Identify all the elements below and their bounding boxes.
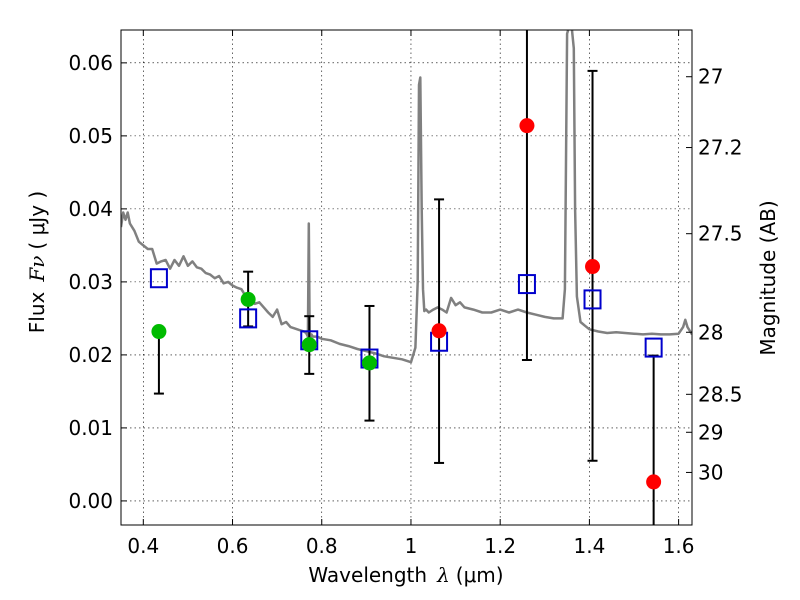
nondetection-point <box>585 259 601 275</box>
model-spectrum-line <box>121 30 692 364</box>
right-tick-label: 27.5 <box>698 222 743 246</box>
x-axis-label-symbol: λ <box>436 563 450 587</box>
x-axis-label: Wavelength λ (μm) <box>308 563 503 587</box>
y-tick-label: 0.04 <box>68 197 113 221</box>
detection-point <box>151 324 167 340</box>
right-tick-label: 27 <box>698 65 723 89</box>
nondetection-point <box>431 323 447 339</box>
x-tick-label: 0.8 <box>306 534 338 558</box>
x-axis-label-unit: (μm) <box>456 563 504 587</box>
y-tick-label: 0.02 <box>68 343 113 367</box>
y-axis-label: Flux Fν ( μJy ) <box>25 191 49 333</box>
model-photometry-point <box>583 289 602 310</box>
x-tick-label: 0.6 <box>217 534 249 558</box>
right-tick-label: 28.5 <box>698 382 743 406</box>
x-tick-label: 1.2 <box>484 534 516 558</box>
y-tick-label: 0.03 <box>68 270 113 294</box>
model-photometry-point <box>149 268 168 289</box>
nondetection-point <box>646 474 662 490</box>
y-axis-label-symbol: Fν <box>25 256 49 283</box>
right-axis-label: Magnitude (AB) <box>756 200 780 355</box>
detection-point <box>301 337 317 353</box>
y-tick-label: 0.05 <box>68 124 113 148</box>
right-tick-label: 30 <box>698 460 723 484</box>
x-tick-label: 0.4 <box>127 534 159 558</box>
y-axis-label-text: Flux <box>25 291 49 333</box>
ticks-group: 0.4 0.6 0.8 1 1.2 1.4 1.6 0.00 0.01 0.02 0.03 0.04 0… <box>68 30 743 558</box>
right-tick-label: 27.2 <box>698 136 743 160</box>
y-axis-label-unit: ( μJy ) <box>25 191 49 250</box>
grid-lines <box>121 30 692 525</box>
detection-point <box>361 355 377 371</box>
x-tick-label: 1 <box>405 534 418 558</box>
model-spectrum-group <box>121 30 692 364</box>
markers-group <box>149 118 663 490</box>
nondetection-point <box>519 118 535 134</box>
x-tick-label: 1.4 <box>573 534 605 558</box>
right-tick-label: 28 <box>698 320 723 344</box>
model-photometry-point <box>644 337 663 358</box>
model-photometry-point <box>239 308 258 329</box>
model-photometry-point <box>517 274 536 295</box>
y-tick-label: 0.00 <box>68 489 113 513</box>
detection-point <box>240 291 256 307</box>
x-axis-label-text: Wavelength <box>308 563 427 587</box>
y-tick-label: 0.01 <box>68 416 113 440</box>
y-tick-label: 0.06 <box>68 51 113 75</box>
x-tick-label: 1.6 <box>663 534 695 558</box>
plot-frame <box>120 29 693 526</box>
right-tick-label: 29 <box>698 420 723 444</box>
